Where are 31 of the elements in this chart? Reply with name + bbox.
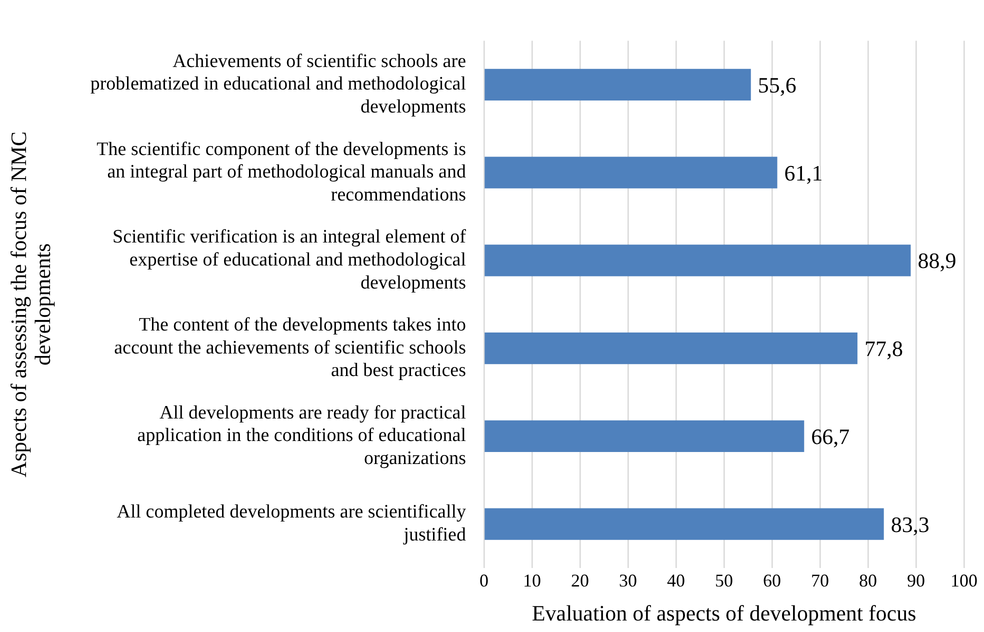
y-tick-label: Achievements of scientific schools are problematized in educational and methodological developments [90,50,466,118]
bar [484,332,858,364]
x-tick-label: 30 [619,570,637,591]
bar [484,420,804,452]
y-tick-label: The scientific component of the developments is an integral part of methodological manuals and recommendations [96,138,466,206]
x-tick-label: 80 [859,570,877,591]
x-axis-title: Evaluation of aspects of development focus [532,600,916,626]
x-tick-label: 10 [523,570,541,591]
bar [484,68,751,101]
y-tick-label: Scientific verification is an integral element of expertise of educational and methodological developments [112,226,467,294]
x-tick-label: 40 [667,570,685,591]
data-label: 66,7 [811,424,850,449]
bar [484,156,778,188]
x-tick-label: 20 [571,570,589,591]
x-tick-label: 60 [763,570,781,591]
data-label: 77,8 [864,336,903,362]
bar [484,508,884,540]
x-tick-label: 0 [480,570,488,591]
data-label: 61,1 [784,160,823,186]
x-tick-label: 90 [907,570,925,591]
data-label: 83,3 [890,512,930,537]
data-label: 55,6 [758,72,796,98]
x-tick-label: 70 [811,570,829,591]
y-tick-label: All developments are ready for practical application in the conditions of educational organizations [137,402,466,469]
bar [484,244,911,276]
y-tick-label: All completed developments are scientifically justified [116,502,466,546]
x-tick-label: 100 [950,570,978,591]
x-tick-label: 50 [715,570,733,591]
y-axis-title: Aspects of assessing the focus of NMC developments [6,131,56,478]
data-label: 88,9 [918,248,956,274]
y-tick-label: The content of the developments takes into account the achievements of scientific schools and best practices [114,314,466,382]
